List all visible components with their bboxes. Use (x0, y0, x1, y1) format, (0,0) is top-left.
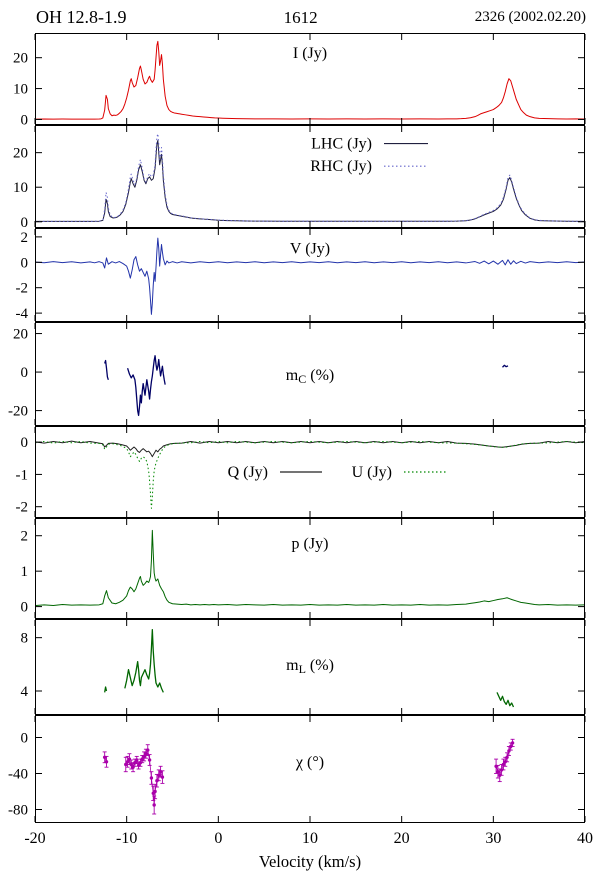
panel-V: -4 -2 0 2 V (Jy) (16, 228, 586, 322)
spectra-panels: 0 10 20 I (Jy) 0 10 20 LHC (Jy) RHC (Jy) -4 -2 0 2 V … (0, 33, 600, 871)
y-tick-label: 0 (21, 112, 29, 125)
x-tick-label: -10 (116, 830, 137, 847)
x-tick-label: -20 (24, 830, 45, 847)
y-tick-label: -40 (8, 767, 28, 783)
y-tick-label: -80 (8, 803, 28, 819)
x-tick-label: 30 (485, 830, 501, 847)
y-tick-label: 0 (21, 255, 29, 271)
panel-QU: -2 -1 0 Q (Jy) U (Jy) (16, 426, 586, 518)
legend-label: LHC (Jy) (311, 136, 372, 153)
panel-label-I: I (Jy) (293, 45, 327, 62)
panel-mL: 4 8 mL (%) (21, 619, 586, 715)
y-tick-label: 1 (21, 564, 29, 580)
y-tick-label: 20 (13, 327, 28, 343)
y-tick-label: 10 (13, 180, 28, 196)
observation-id-date: 2326 (2002.02.20) (474, 9, 586, 25)
x-tick-label: 0 (214, 830, 222, 847)
panel-label-V: V (Jy) (290, 240, 330, 257)
panel-chi: -80 -40 0 -20 -10 0 10 20 30 40 Velocity (km/s) χ (… (8, 715, 593, 871)
figure-header: OH 12.8-1.9 1612 2326 (2002.02.20) (0, 0, 600, 33)
y-tick-label: 8 (21, 631, 29, 647)
y-tick-label: 0 (21, 365, 29, 381)
x-tick-label: 10 (302, 830, 318, 847)
y-tick-label: 0 (21, 600, 29, 616)
y-tick-label: 2 (21, 529, 29, 545)
source-name: OH 12.8-1.9 (36, 7, 127, 27)
panel-label-mC: mC (%) (286, 367, 334, 386)
panel-mC: -20 0 20 mC (%) (8, 322, 586, 426)
legend-label: Q (Jy) (228, 464, 268, 481)
x-tick-label: 40 (577, 830, 593, 847)
panel-label-chi: χ (°) (295, 754, 324, 771)
panel-p: 0 1 2 p (Jy) (21, 518, 586, 619)
panel-LHC-RHC: 0 10 20 LHC (Jy) RHC (Jy) (13, 125, 586, 228)
legend-label: RHC (Jy) (310, 158, 372, 175)
y-tick-label: -2 (16, 500, 29, 516)
x-tick-label: 20 (394, 830, 410, 847)
x-axis-title: Velocity (km/s) (259, 852, 361, 871)
legend-label: U (Jy) (352, 464, 392, 481)
y-tick-label: 4 (21, 684, 29, 700)
y-tick-label: 2 (21, 230, 29, 246)
y-tick-label: -1 (16, 467, 29, 483)
y-tick-label: 0 (21, 215, 29, 228)
y-tick-label: 20 (13, 146, 28, 162)
panel-label-mL: mL (%) (286, 657, 334, 676)
y-tick-label: -20 (8, 404, 28, 420)
y-tick-label: 0 (21, 435, 29, 451)
y-tick-label: 0 (21, 731, 29, 747)
y-tick-label: -4 (16, 306, 29, 322)
panel-I: 0 10 20 I (Jy) (13, 33, 586, 125)
panel-label-p: p (Jy) (292, 535, 329, 552)
line-frequency: 1612 (283, 7, 318, 27)
y-tick-label: 10 (13, 82, 28, 98)
y-tick-label: 20 (13, 51, 28, 67)
y-tick-label: -2 (16, 281, 29, 297)
